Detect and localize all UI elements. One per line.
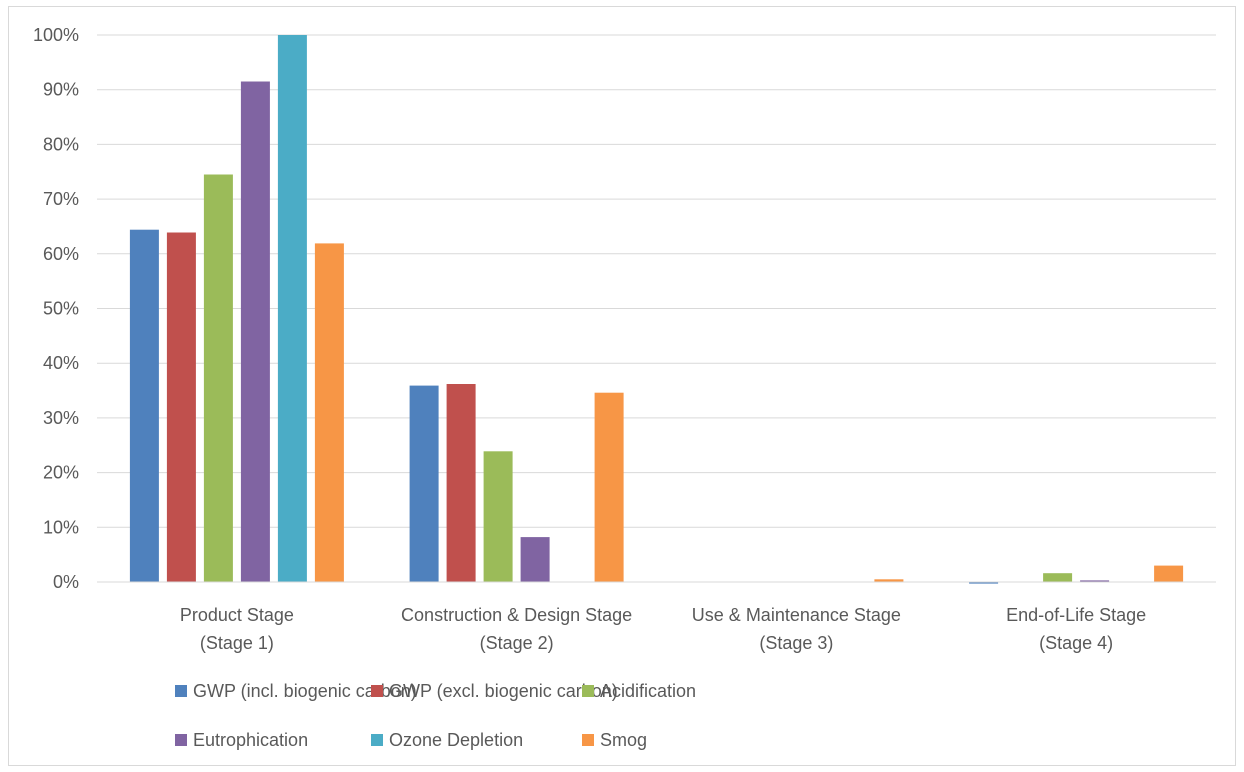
bar: [240, 81, 270, 582]
bar: [409, 385, 439, 582]
bar: [129, 229, 159, 582]
bar: [203, 174, 233, 582]
bar: [874, 579, 904, 582]
y-axis-tick-labels: 0% 10% 20% 30% 40% 50% 60% 70% 80% 90% 100%: [33, 25, 79, 592]
y-tick-label: 40%: [43, 353, 79, 373]
bar: [969, 582, 999, 584]
x-category-label: Product Stage (Stage 1): [180, 605, 294, 653]
x-category-label: Use & Maintenance Stage (Stage 3): [692, 605, 901, 653]
legend: GWP (incl. biogenic carbon)GWP (excl. bi…: [175, 681, 696, 750]
bar: [314, 243, 344, 582]
bar: [483, 451, 513, 582]
y-tick-label: 100%: [33, 25, 79, 45]
legend-swatch: [582, 734, 594, 746]
bar: [1043, 573, 1073, 582]
legend-swatch: [175, 685, 187, 697]
y-tick-label: 0%: [53, 572, 79, 592]
bar: [520, 537, 550, 582]
legend-label: Ozone Depletion: [389, 730, 523, 750]
y-tick-label: 30%: [43, 408, 79, 428]
y-tick-label: 80%: [43, 134, 79, 154]
y-tick-label: 50%: [43, 299, 79, 319]
y-tick-label: 20%: [43, 463, 79, 483]
y-tick-label: 70%: [43, 189, 79, 209]
x-category-label: End-of-Life Stage (Stage 4): [1006, 605, 1146, 653]
y-tick-label: 90%: [43, 80, 79, 100]
bar: [1080, 580, 1110, 582]
legend-label: GWP (excl. biogenic carbon): [389, 681, 618, 701]
legend-label: Eutrophication: [193, 730, 308, 750]
x-axis-category-labels: Product Stage (Stage 1) Construction & Des…: [180, 605, 1146, 653]
legend-swatch: [371, 685, 383, 697]
x-category-label: Construction & Design Stage (Stage 2): [401, 605, 632, 653]
legend-label: Acidification: [600, 681, 696, 701]
legend-swatch: [371, 734, 383, 746]
legend-label: Smog: [600, 730, 647, 750]
bar: [166, 232, 196, 582]
bar: [594, 392, 624, 582]
bar: [1154, 565, 1184, 582]
legend-swatch: [582, 685, 594, 697]
bar: [446, 384, 476, 582]
y-tick-label: 60%: [43, 244, 79, 264]
y-tick-label: 10%: [43, 517, 79, 537]
bar: [277, 35, 307, 582]
bars: [129, 35, 1184, 584]
legend-label: GWP (incl. biogenic carbon): [193, 681, 417, 701]
legend-swatch: [175, 734, 187, 746]
